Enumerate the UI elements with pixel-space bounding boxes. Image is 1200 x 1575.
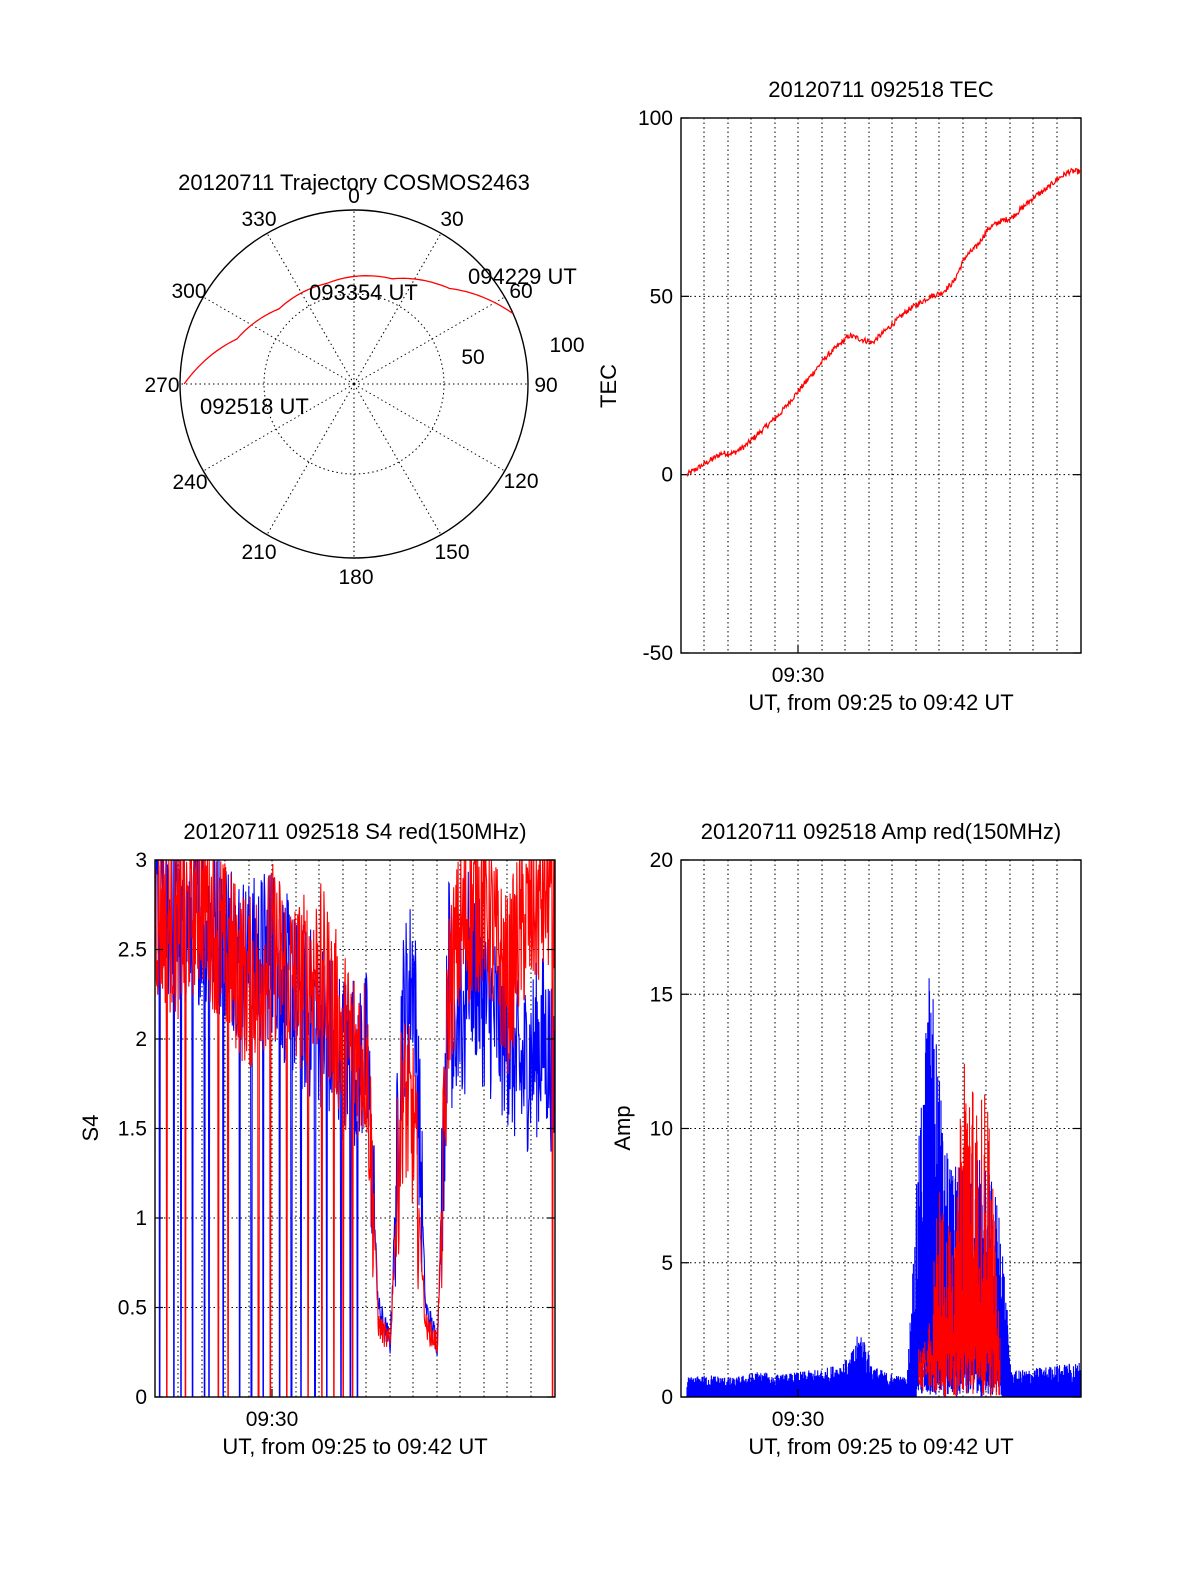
polar-angle-label-210: 210 bbox=[241, 541, 276, 564]
polar-radius-label-50: 50 bbox=[461, 346, 484, 369]
tec-plot-frame bbox=[680, 117, 1082, 654]
tec-series-line bbox=[686, 167, 1082, 478]
y-tick-label: 15 bbox=[650, 983, 673, 1006]
polar-spoke bbox=[353, 383, 505, 472]
tec-xtick-label: 09:30 bbox=[772, 664, 825, 687]
polar-spoke bbox=[353, 233, 442, 385]
polar-angle-label-240: 240 bbox=[172, 471, 207, 494]
s4-ylabel: S4 bbox=[78, 1115, 103, 1142]
y-tick-label: 0 bbox=[661, 464, 673, 487]
polar-title: 20120711 Trajectory COSMOS2463 bbox=[178, 170, 530, 195]
amp-panel: 20120711 092518 Amp red(150MHz) 0 5 10 15 20… bbox=[610, 819, 1082, 1459]
amp-title: 20120711 092518 Amp red(150MHz) bbox=[701, 819, 1061, 844]
polar-angle-label-150: 150 bbox=[434, 541, 469, 564]
amp-series-red bbox=[918, 1063, 1001, 1397]
polar-spoke bbox=[266, 233, 355, 385]
polar-trajectory-line bbox=[183, 275, 514, 385]
y-tick-label: -50 bbox=[643, 642, 673, 665]
polar-spoke bbox=[266, 383, 355, 535]
y-tick-label: 1.5 bbox=[118, 1118, 147, 1141]
tec-xlabel: UT, from 09:25 to 09:42 UT bbox=[748, 690, 1013, 715]
y-tick-label: 0 bbox=[661, 1386, 673, 1409]
polar-spoke bbox=[353, 383, 442, 535]
tec-title: 20120711 092518 TEC bbox=[768, 77, 994, 102]
y-tick-label: 3 bbox=[135, 849, 147, 872]
y-tick-label: 10 bbox=[650, 1118, 673, 1141]
polar-angle-label-180: 180 bbox=[338, 566, 373, 589]
s4-xtick-label: 09:30 bbox=[246, 1408, 299, 1431]
polar-angle-label-0: 0 bbox=[348, 185, 360, 208]
y-tick-label: 2 bbox=[135, 1028, 147, 1051]
y-tick-label: 100 bbox=[638, 107, 673, 130]
y-tick-label: 2.5 bbox=[118, 939, 147, 962]
tec-ylabel: TEC bbox=[596, 364, 621, 408]
polar-angle-label-300: 300 bbox=[171, 280, 206, 303]
amp-ylabel: Amp bbox=[610, 1105, 635, 1150]
polar-angle-label-60: 60 bbox=[509, 280, 532, 303]
y-tick-label: 5 bbox=[661, 1252, 673, 1275]
amp-xtick-label: 09:30 bbox=[772, 1408, 825, 1431]
amp-xlabel: UT, from 09:25 to 09:42 UT bbox=[748, 1434, 1013, 1459]
polar-spoke bbox=[203, 383, 355, 472]
s4-xlabel: UT, from 09:25 to 09:42 UT bbox=[222, 1434, 487, 1459]
s4-title: 20120711 092518 S4 red(150MHz) bbox=[183, 819, 526, 844]
s4-panel: 20120711 092518 S4 red(150MHz) 0 0.5 1 1.5 2… bbox=[78, 819, 556, 1459]
polar-angle-label-120: 120 bbox=[503, 470, 538, 493]
polar-angle-label-330: 330 bbox=[241, 208, 276, 231]
polar-outer-ring bbox=[179, 209, 529, 559]
polar-time-label: 094229 UT bbox=[468, 264, 577, 289]
polar-radius-label-100: 100 bbox=[549, 334, 584, 357]
y-tick-label: 0.5 bbox=[118, 1297, 147, 1320]
y-tick-label: 1 bbox=[135, 1207, 147, 1230]
polar-time-label: 092518 UT bbox=[200, 394, 309, 419]
polar-trajectory-panel: 20120711 Trajectory COSMOS2463 0 30 60 90 12… bbox=[144, 170, 584, 589]
polar-angle-label-270: 270 bbox=[144, 374, 179, 397]
polar-angle-label-90: 90 bbox=[534, 374, 557, 397]
y-tick-label: 0 bbox=[135, 1386, 147, 1409]
polar-angle-label-30: 30 bbox=[440, 208, 463, 231]
polar-spoke bbox=[353, 296, 505, 385]
polar-time-label: 093354 UT bbox=[309, 280, 418, 305]
y-tick-label: 50 bbox=[650, 285, 673, 308]
s4-series-red bbox=[155, 860, 555, 1397]
y-tick-label: 20 bbox=[650, 849, 673, 872]
polar-spoke bbox=[203, 296, 355, 385]
